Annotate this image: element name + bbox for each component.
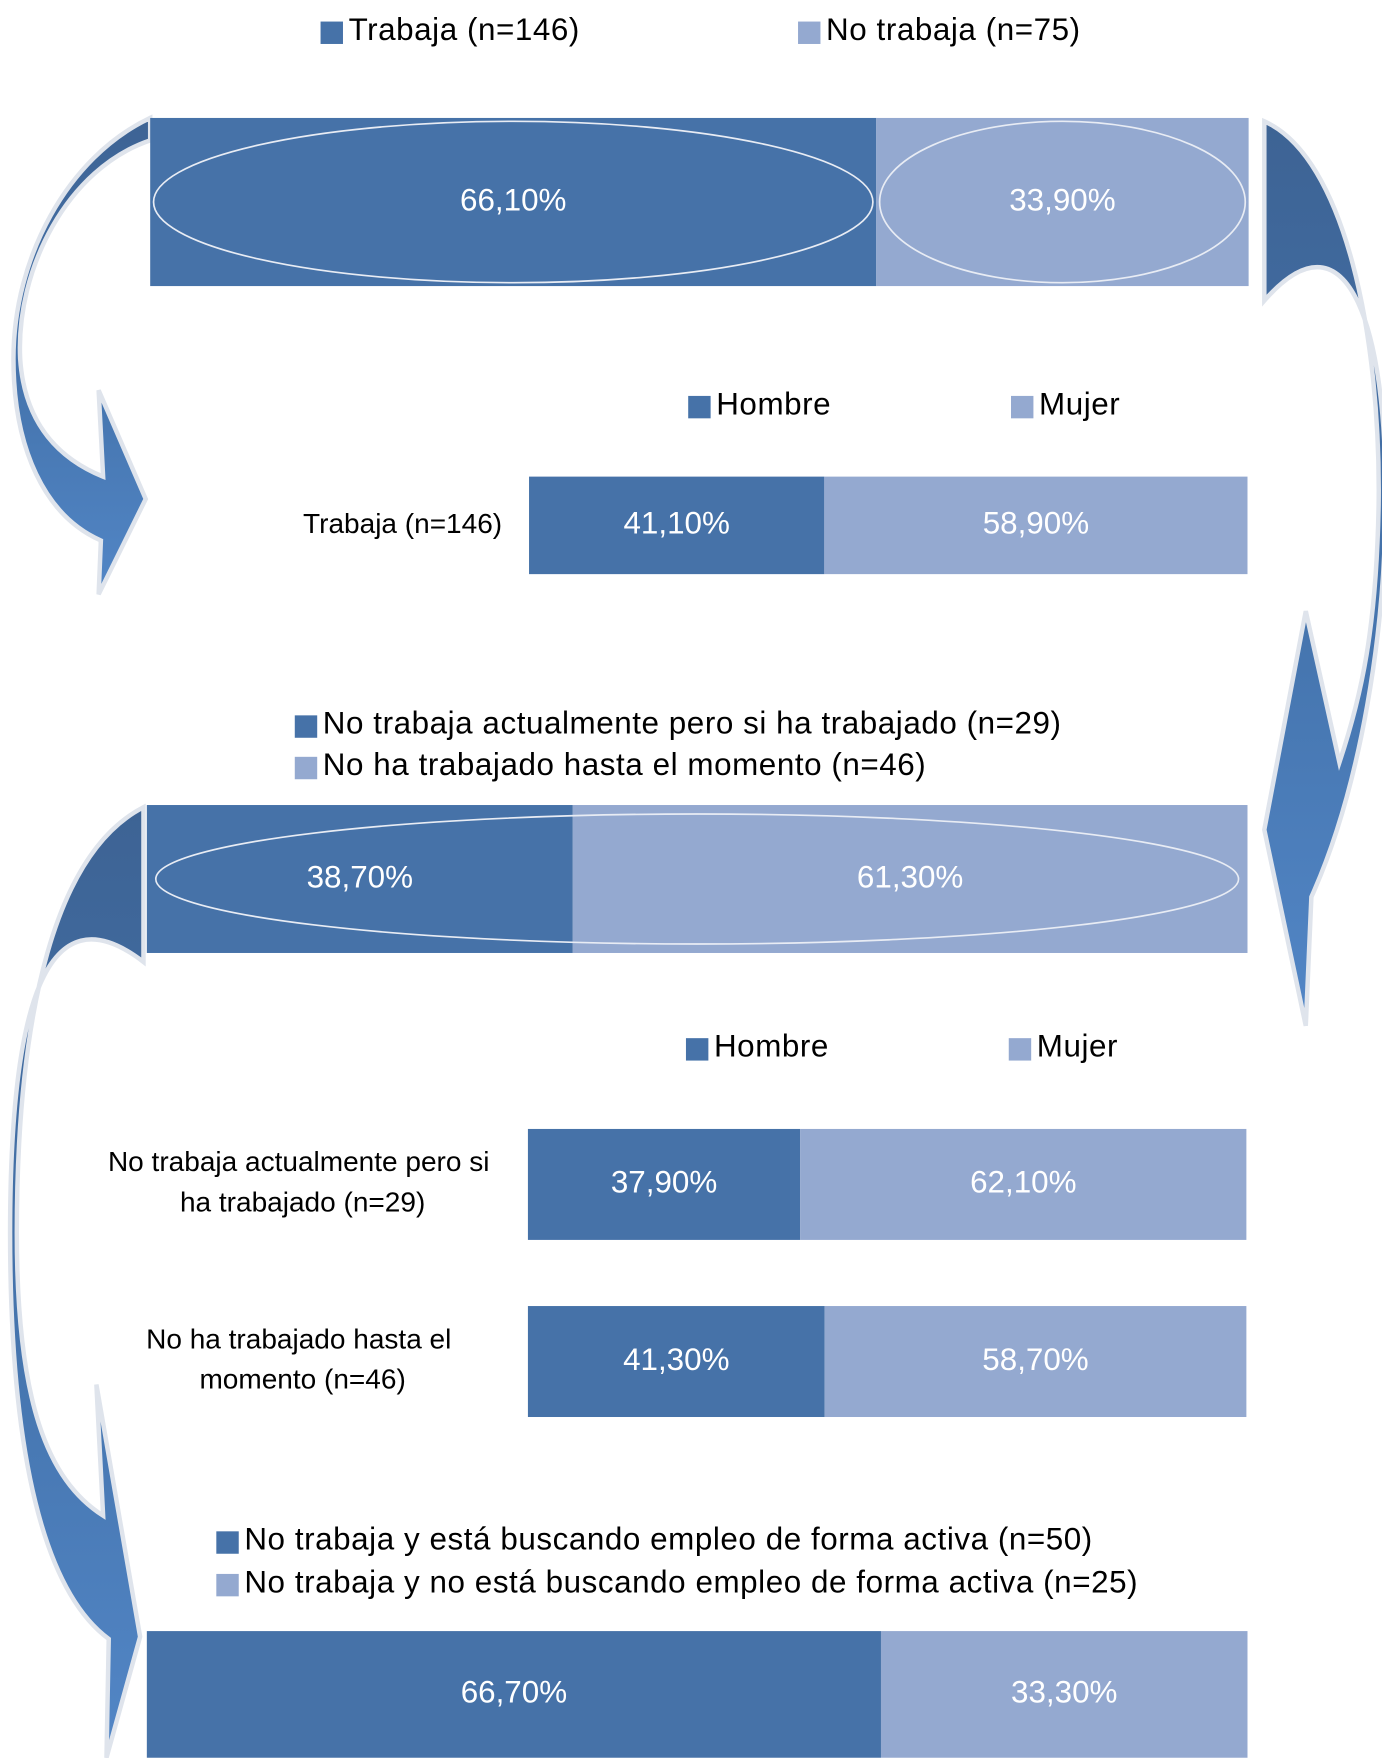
legend-label: No ha trabajado hasta el momento (n=46)	[323, 747, 927, 782]
legend-swatch	[294, 715, 318, 738]
value-label: 37,90%	[611, 1165, 717, 1200]
legend-label: Mujer	[1039, 386, 1120, 421]
value-label: 41,10%	[623, 506, 729, 541]
flow-arrow	[11, 114, 153, 596]
value-label: 61,30%	[857, 859, 963, 894]
legend-label: No trabaja (n=75)	[826, 12, 1081, 47]
highlight-ellipse	[878, 120, 1247, 284]
bar-segment	[824, 1306, 1247, 1418]
bar-segment	[527, 1128, 801, 1240]
legend-swatch	[294, 756, 318, 780]
category-label: No ha trabajado hasta el momento (n=46)	[146, 1324, 459, 1395]
legend-swatch	[216, 1531, 239, 1554]
flow-arrow	[1262, 117, 1382, 1027]
legend-swatch	[1008, 1038, 1032, 1061]
bar-segment	[824, 476, 1248, 575]
bar-segment	[527, 1306, 825, 1418]
bar-segment	[880, 1631, 1248, 1758]
bar-segment	[800, 1128, 1247, 1240]
legend-label: No trabaja y no está buscando empleo de …	[244, 1564, 1138, 1599]
legend-swatch	[216, 1573, 239, 1597]
category-label: No trabaja actualmente pero si ha trabaj…	[108, 1147, 497, 1218]
legend-label: No trabaja actualmente pero si ha trabaj…	[323, 706, 1062, 741]
value-label: 66,70%	[461, 1675, 567, 1710]
value-label: 41,30%	[623, 1342, 729, 1377]
legend-swatch	[798, 21, 821, 44]
legend-label: Mujer	[1037, 1029, 1118, 1064]
legend-swatch	[320, 21, 343, 44]
value-label: 62,10%	[970, 1165, 1076, 1200]
bar-segment	[876, 117, 1249, 287]
legend-swatch	[688, 395, 711, 419]
category-label: Trabaja (n=146)	[303, 508, 502, 539]
bar-segment	[529, 476, 825, 575]
legend-swatch	[685, 1038, 709, 1061]
legend-label: Hombre	[716, 386, 831, 421]
bar-segment	[572, 805, 1248, 953]
value-label: 33,90%	[1009, 182, 1115, 217]
value-label: 58,90%	[983, 506, 1089, 541]
highlight-ellipse	[154, 813, 1240, 945]
bar-segment	[146, 805, 573, 953]
value-label: 66,10%	[460, 182, 566, 217]
highlight-ellipse	[152, 120, 874, 284]
value-label: 38,70%	[307, 859, 413, 894]
value-label: 33,30%	[1011, 1675, 1117, 1710]
legend-label: No trabaja y está buscando empleo de for…	[244, 1522, 1092, 1557]
legend-label: Hombre	[714, 1029, 829, 1064]
value-label: 58,70%	[982, 1342, 1088, 1377]
legend-swatch	[1011, 395, 1034, 419]
flow-arrow	[7, 803, 146, 1758]
legend-label: Trabaja (n=146)	[349, 12, 580, 47]
bar-segment	[150, 117, 877, 287]
bar-segment	[146, 1631, 881, 1758]
